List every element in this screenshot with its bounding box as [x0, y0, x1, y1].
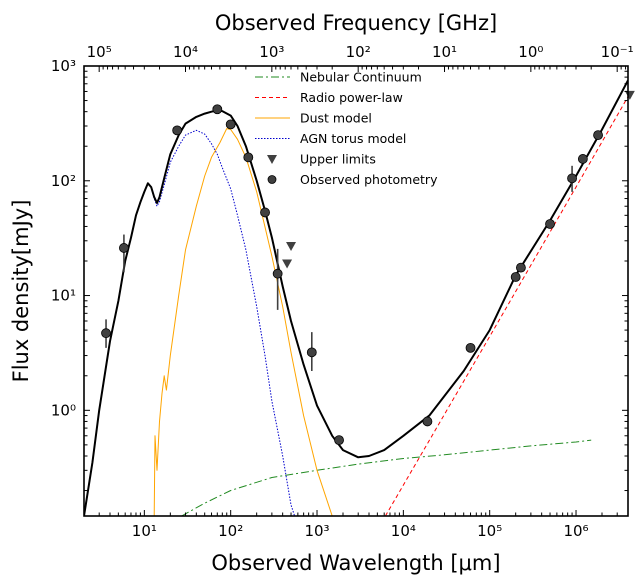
model-curves [84, 79, 628, 516]
x-tick-label: 10⁴ [391, 522, 416, 540]
data-point [243, 152, 254, 163]
plot-frame [83, 65, 629, 517]
legend-label-nebular-continuum: Nebular Continuum [300, 70, 422, 85]
data-point [260, 207, 270, 218]
observed-points [101, 104, 603, 446]
radio-power-law-curve [384, 96, 628, 516]
frequency-axis-label: Observed Frequency [GHz] [215, 11, 497, 35]
x-tick-label: 10⁵ [477, 522, 502, 540]
legend-label-dust-model: Dust model [300, 111, 372, 126]
freq-tick-label: 10³ [259, 43, 284, 61]
data-point [577, 154, 588, 164]
y-tick-label: 10² [51, 172, 76, 190]
dust-model-curve [153, 128, 333, 516]
x-axis-label: Observed Wavelength [μm] [211, 551, 500, 575]
y-tick-label: 10³ [51, 57, 76, 75]
data-point [334, 435, 344, 446]
upper-limit-marker [286, 242, 297, 252]
x-axis-ticks: 10¹ 10² 10³ 10⁴ 10⁵ 10⁶ [83, 510, 629, 540]
data-point [119, 243, 129, 253]
x-tick-label: 10¹ [132, 522, 157, 540]
legend: Nebular Continuum Radio power-law Dust mod… [255, 70, 438, 187]
error-bars [105, 165, 573, 372]
data-point [465, 342, 476, 353]
y-axis-ticks: 10⁰ 10¹ 10² 10³ [51, 57, 628, 492]
y-tick-label: 10¹ [51, 287, 76, 305]
data-point [422, 416, 433, 427]
data-point [593, 130, 603, 140]
y-axis-label: Flux density[mJy] [9, 200, 33, 383]
frequency-axis-ticks: 10⁵ 10⁴ 10³ 10² 10¹ 10⁰ 10⁻¹ [87, 43, 634, 72]
data-point [101, 328, 111, 339]
data-point [510, 272, 521, 282]
data-point [545, 219, 555, 229]
freq-tick-label: 10⁻¹ [601, 43, 634, 61]
data-point [172, 125, 183, 136]
data-point [306, 347, 317, 358]
data-point [516, 262, 526, 273]
agn-torus-model-curve [84, 129, 296, 516]
legend-label-radio-power-law: Radio power-law [300, 90, 403, 105]
data-point [272, 268, 283, 279]
freq-tick-label: 10² [346, 43, 371, 61]
legend-label-observed-photometry: Observed photometry [300, 172, 438, 187]
total-model-curve [84, 79, 628, 516]
freq-tick-label: 10⁵ [87, 43, 112, 61]
x-tick-label: 10⁶ [563, 522, 588, 540]
upper-limit-marker [282, 259, 293, 269]
legend-swatch-observed-photometry [267, 175, 277, 184]
x-tick-label: 10² [218, 522, 243, 540]
freq-tick-label: 10¹ [432, 43, 457, 61]
data-point [212, 104, 223, 115]
nebular-continuum-curve [181, 439, 592, 516]
legend-label-agn-torus-model: AGN torus model [300, 131, 406, 146]
freq-tick-label: 10⁴ [173, 43, 198, 61]
legend-label-upper-limits: Upper limits [300, 152, 376, 167]
freq-tick-label: 10⁰ [518, 43, 543, 61]
legend-swatch-upper-limits [267, 155, 277, 164]
upper-limit-marker [624, 90, 635, 100]
y-tick-label: 10⁰ [51, 401, 76, 419]
data-point [567, 173, 577, 184]
x-tick-label: 10³ [304, 522, 329, 540]
data-point [225, 119, 236, 130]
